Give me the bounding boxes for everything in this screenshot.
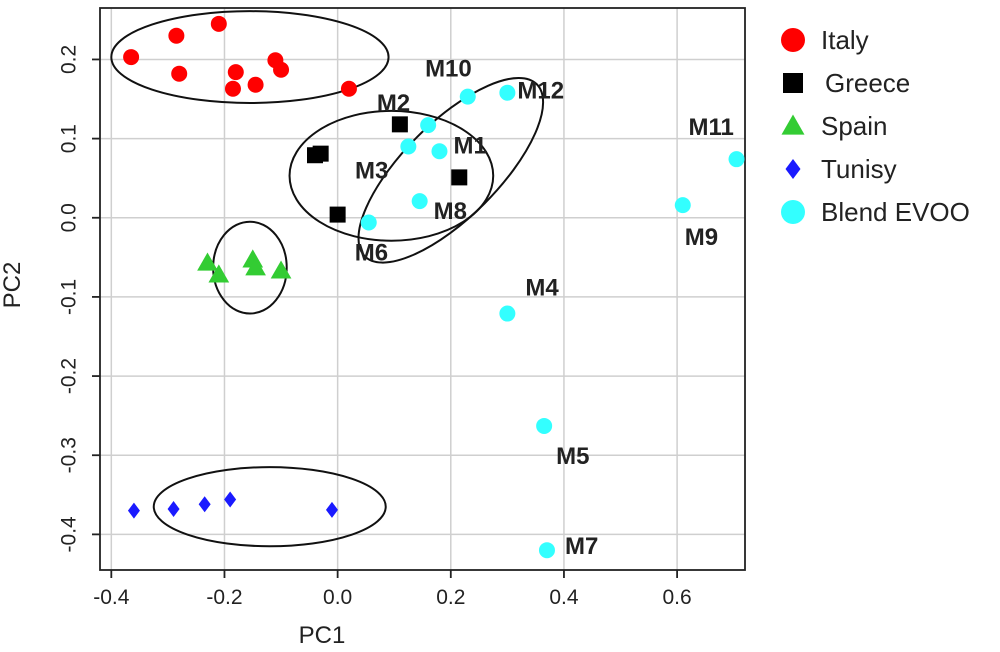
x-tick-label: 0.4 (549, 586, 579, 609)
x-tick-label: 0.6 (663, 586, 692, 609)
point-greece (329, 206, 346, 223)
point-italy (123, 49, 140, 66)
point-label-m4: M4 (525, 275, 559, 302)
point-label-m2: M2 (377, 90, 410, 117)
y-tick-label: 0.0 (58, 203, 81, 232)
point-blend-evoo (536, 417, 553, 434)
point-blend-evoo (499, 305, 516, 322)
point-tunisy (224, 491, 237, 508)
legend-marker-blend-evoo (781, 200, 805, 224)
point-greece (312, 145, 329, 162)
y-tick-label: -0.3 (58, 437, 81, 473)
y-tick-label: -0.2 (58, 358, 81, 394)
point-blend-evoo (499, 84, 516, 101)
x-tick-label: -0.2 (206, 586, 242, 609)
y-tick-label: 0.1 (58, 124, 81, 153)
point-tunisy (198, 496, 211, 513)
y-tick-label: -0.1 (58, 279, 81, 315)
y-tick-label: 0.2 (58, 45, 81, 74)
legend-marker-italy (781, 28, 805, 52)
legend-label-tunisy: Tunisy (821, 154, 897, 184)
point-spain (245, 257, 266, 276)
point-blend-evoo (674, 197, 691, 214)
point-blend-evoo (420, 117, 437, 134)
cluster-ellipses (110, 10, 545, 548)
point-blend-evoo (400, 138, 417, 155)
point-spain (197, 252, 218, 271)
point-label-m11: M11 (689, 114, 734, 141)
point-italy (247, 76, 264, 93)
point-tunisy (167, 501, 180, 518)
legend-marker-spain (781, 114, 805, 135)
legend-label-spain: Spain (821, 111, 888, 141)
point-label-m10: M10 (425, 56, 472, 83)
legend-marker-greece (783, 73, 803, 93)
point-italy (171, 65, 188, 82)
x-tick-label: 0.2 (436, 586, 465, 609)
point-tunisy (325, 501, 338, 518)
point-italy (340, 80, 357, 97)
legend-label-blend-evoo: Blend EVOO (821, 197, 970, 227)
point-label-m8: M8 (434, 198, 467, 225)
point-label-m7: M7 (565, 533, 598, 560)
point-blend-evoo (538, 542, 555, 559)
y-axis-title: PC2 (0, 262, 26, 309)
cluster-ellipse (152, 466, 387, 548)
x-tick-label: -0.4 (93, 586, 130, 609)
point-labels: M1 M2 M3 M4 M5 M6 M7 M8 M9 M10 M11 M12 (355, 56, 734, 561)
legend-label-italy: Italy (821, 25, 869, 55)
point-blend-evoo (431, 143, 448, 160)
plot-frame (99, 7, 746, 571)
x-tick-label: 0.0 (323, 586, 352, 609)
point-spain (270, 260, 292, 279)
point-blend-evoo (360, 214, 377, 231)
legend-marker-tunisy (785, 159, 801, 179)
x-axis-title: PC1 (299, 622, 346, 649)
point-italy (168, 27, 185, 44)
point-italy (210, 15, 227, 32)
point-label-m3: M3 (355, 158, 388, 185)
point-blend-evoo (459, 88, 476, 105)
data-points (123, 15, 745, 559)
cluster-ellipse (110, 10, 390, 104)
point-blend-evoo (411, 193, 428, 210)
point-italy (273, 61, 290, 78)
point-tunisy (127, 502, 140, 519)
point-italy (227, 64, 244, 81)
point-label-m6: M6 (355, 240, 388, 267)
y-tick-label: -0.4 (58, 516, 81, 553)
point-blend-evoo (728, 151, 745, 168)
grid-lines (100, 8, 745, 570)
legend-label-greece: Greece (825, 68, 910, 98)
point-label-m12: M12 (517, 78, 564, 105)
point-spain (208, 264, 230, 283)
point-label-m9: M9 (685, 224, 718, 251)
axes: -0.4 -0.2 0.0 0.2 0.4 0.6 -0.4 -0.3 -0.2 -0.1 0.0 0… (58, 45, 692, 609)
legend: Italy Greece Spain Tunisy Blend EVOO (781, 25, 970, 227)
point-greece (391, 116, 408, 133)
point-label-m5: M5 (556, 443, 589, 470)
point-greece (451, 169, 468, 186)
point-label-m1: M1 (453, 132, 486, 159)
cluster-ellipse (288, 109, 495, 242)
cluster-ellipse (357, 76, 545, 264)
point-italy (224, 80, 241, 97)
